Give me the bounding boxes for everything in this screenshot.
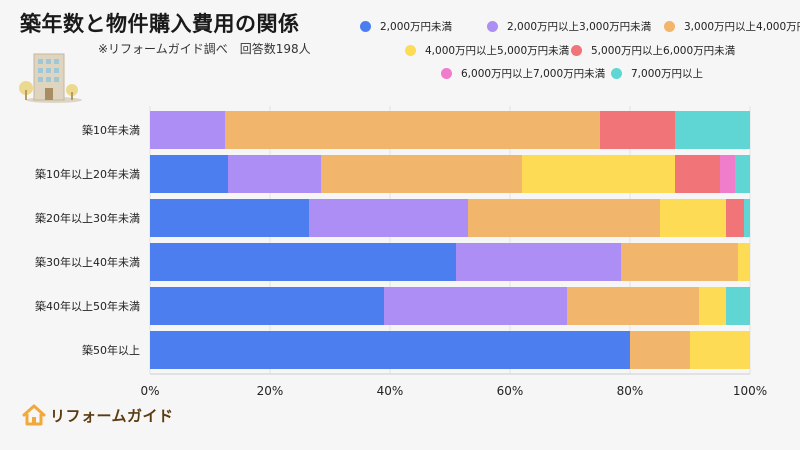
bar-segment xyxy=(660,199,726,237)
bar-segment xyxy=(321,155,522,193)
category-label: 築30年以上40年未満 xyxy=(35,255,140,269)
bar-segment xyxy=(309,199,468,237)
x-tick-label: 20% xyxy=(257,384,284,398)
bar-segment xyxy=(468,199,660,237)
page-subtitle: ※リフォームガイド調べ 回答数198人 xyxy=(98,42,311,56)
bar-segment xyxy=(150,287,384,325)
bar-segment xyxy=(699,287,726,325)
bar-segment xyxy=(150,331,630,369)
category-label: 築40年以上50年未満 xyxy=(35,299,140,313)
bar-segment xyxy=(735,155,750,193)
category-label: 築50年以上 xyxy=(82,343,140,357)
bar-segment xyxy=(726,199,744,237)
x-tick-label: 0% xyxy=(140,384,159,398)
x-tick-label: 100% xyxy=(733,384,767,398)
brand-name: リフォームガイド xyxy=(50,406,174,425)
bar-segment xyxy=(690,331,750,369)
bar-segment xyxy=(150,155,228,193)
page-title: 築年数と物件購入費用の関係 xyxy=(20,12,300,36)
bar-segment xyxy=(522,155,675,193)
bar-segment xyxy=(675,155,720,193)
bar-segment xyxy=(630,331,690,369)
bar-segment xyxy=(150,199,309,237)
x-tick-label: 80% xyxy=(617,384,644,398)
bar-segment xyxy=(228,155,321,193)
x-tick-label: 40% xyxy=(377,384,404,398)
category-label: 築20年以上30年未満 xyxy=(35,211,140,225)
category-label: 築10年未満 xyxy=(82,123,140,137)
house-logo-icon xyxy=(22,404,46,426)
bar-segment xyxy=(744,199,750,237)
apartment-building-icon xyxy=(19,53,82,103)
bar-segment xyxy=(150,111,225,149)
bar-segment xyxy=(720,155,735,193)
bar-segment xyxy=(726,287,750,325)
bar-segment xyxy=(621,243,738,281)
bar-segment xyxy=(456,243,621,281)
x-tick-label: 60% xyxy=(497,384,524,398)
bar-segment xyxy=(675,111,750,149)
brand-logo: リフォームガイド xyxy=(22,404,174,426)
bar-segment xyxy=(150,243,456,281)
category-label: 築10年以上20年未満 xyxy=(35,167,140,181)
bar-segment xyxy=(225,111,600,149)
bar-segment xyxy=(567,287,699,325)
bar-segment xyxy=(600,111,675,149)
bar-segment xyxy=(738,243,750,281)
bar-segment xyxy=(384,287,567,325)
